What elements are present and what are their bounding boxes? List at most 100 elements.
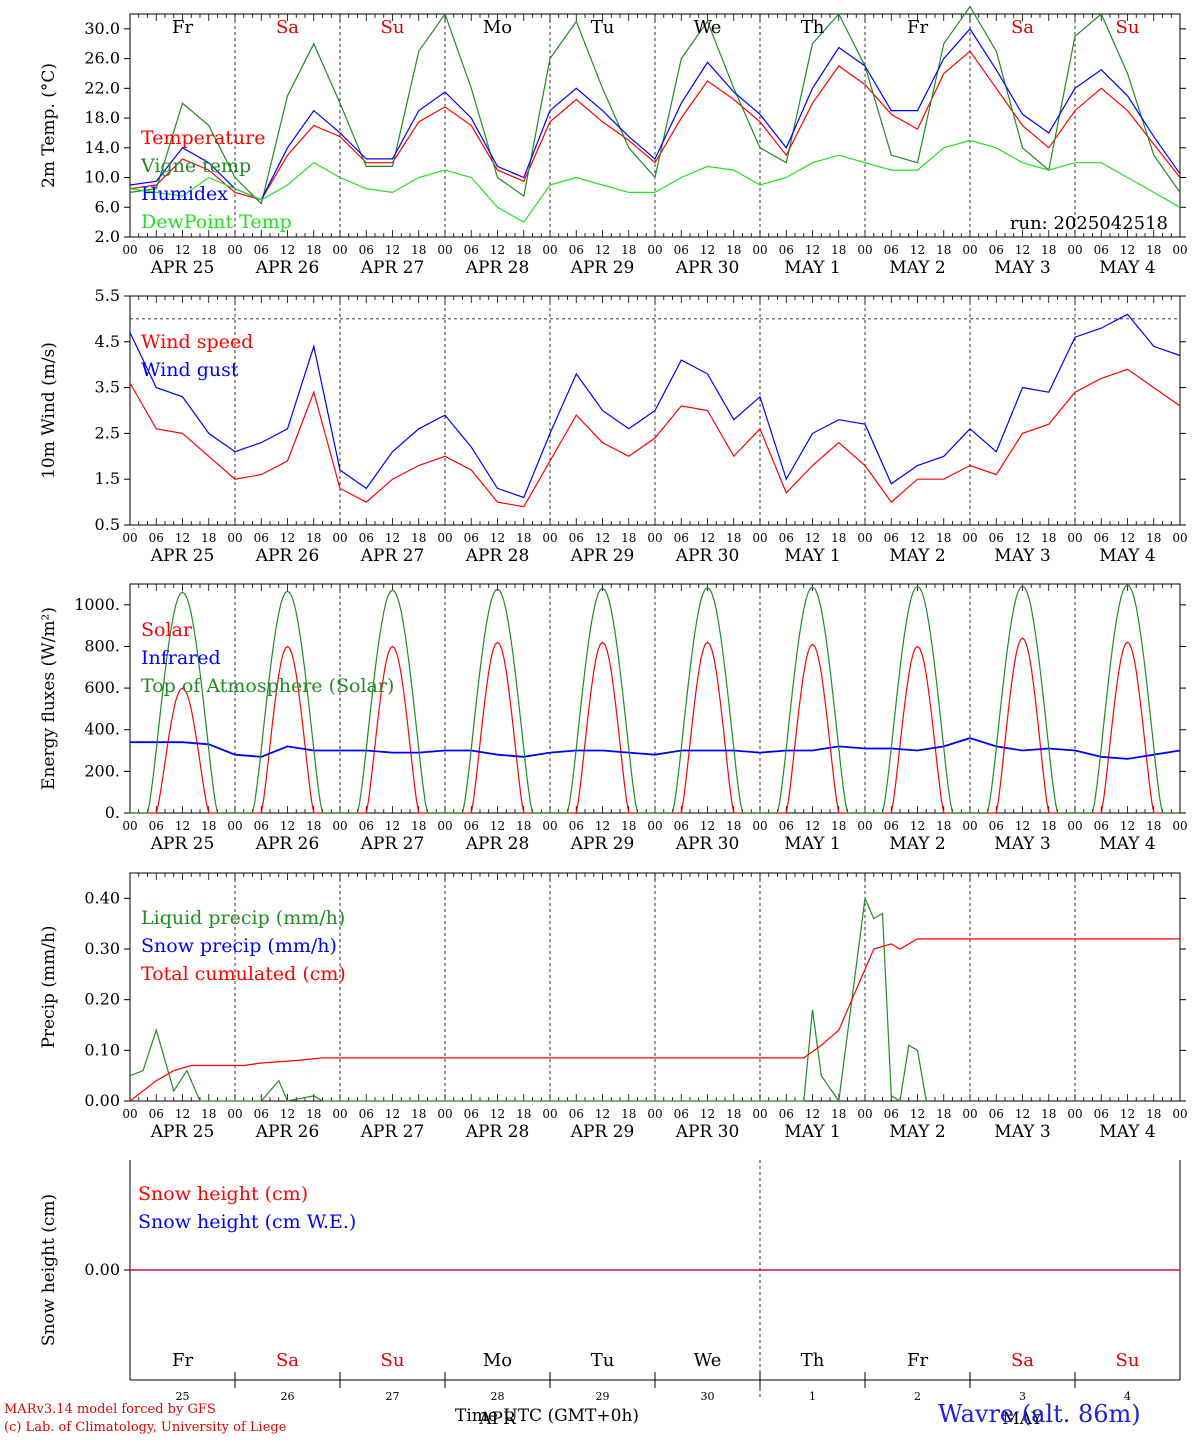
date-label: APR 30 [675, 546, 740, 566]
y-tick-label: 2.5 [95, 423, 120, 442]
date-label: APR 26 [255, 258, 320, 278]
hour-tick-label: 06 [1094, 819, 1109, 833]
date-label: APR 28 [465, 258, 530, 278]
hour-tick-label: 12 [385, 1107, 400, 1121]
date-label: MAY 1 [784, 1122, 840, 1142]
series-wind-speed [129, 368, 1181, 508]
hour-tick-label: 12 [700, 819, 715, 833]
hour-tick-label: 12 [490, 1107, 505, 1121]
hour-tick-label: 00 [437, 1107, 452, 1121]
hour-tick-label: 06 [464, 531, 479, 545]
hour-tick-label: 00 [437, 819, 452, 833]
weekday-label: We [694, 17, 722, 38]
legend-entry: Vigne temp [140, 155, 251, 177]
hour-tick-label: 06 [359, 1107, 374, 1121]
date-label: MAY 4 [1099, 546, 1155, 566]
footer-model-credit: MARv3.14 model forced by GFS [4, 1402, 216, 1417]
hour-tick-label: 00 [752, 531, 767, 545]
hour-tick-label: 06 [989, 1107, 1004, 1121]
hour-tick-label: 00 [437, 243, 452, 257]
x-axis-label: Time UTC (GMT+0h) [455, 1406, 640, 1426]
hour-tick-label: 12 [490, 243, 505, 257]
hour-tick-label: 12 [1120, 819, 1135, 833]
hour-tick-label: 18 [1146, 531, 1161, 545]
y-tick-label: 0.30 [84, 939, 120, 958]
y-axis-label: 2m Temp. (°C) [39, 63, 59, 188]
hour-tick-label: 18 [1041, 243, 1056, 257]
hour-tick-label: 12 [700, 1107, 715, 1121]
date-label: APR 30 [675, 258, 740, 278]
hour-tick-label: 12 [280, 1107, 295, 1121]
hour-tick-label: 18 [201, 243, 216, 257]
hour-tick-label: 12 [175, 531, 190, 545]
legend-entry: Snow height (cm W.E.) [138, 1211, 356, 1233]
hour-tick-label: 18 [411, 243, 426, 257]
date-label: MAY 3 [994, 1122, 1050, 1142]
hour-tick-label: 06 [149, 1107, 164, 1121]
hour-tick-label: 12 [1120, 531, 1135, 545]
hour-tick-label: 06 [254, 1107, 269, 1121]
hour-tick-label: 00 [332, 531, 347, 545]
date-label: APR 29 [570, 258, 635, 278]
date-label: APR 25 [150, 546, 215, 566]
date-label: APR 28 [465, 546, 530, 566]
hour-tick-label: 06 [254, 531, 269, 545]
hour-tick-label: 18 [726, 243, 741, 257]
y-tick-label: 14.0 [84, 138, 120, 157]
hour-tick-label: 18 [621, 819, 636, 833]
y-tick-label: 0.5 [95, 515, 120, 534]
hour-tick-label: 18 [516, 531, 531, 545]
date-label: APR 25 [150, 258, 215, 278]
day-number-label: 4 [1124, 1390, 1131, 1403]
hour-tick-label: 00 [332, 1107, 347, 1121]
date-label: MAY 3 [994, 258, 1050, 278]
hour-tick-label: 12 [385, 531, 400, 545]
hour-tick-label: 00 [122, 1107, 137, 1121]
hour-tick-label: 06 [674, 531, 689, 545]
hour-tick-label: 00 [752, 819, 767, 833]
weekday-label: Fr [907, 1350, 928, 1371]
legend-entry: Humidex [141, 183, 228, 205]
date-label: APR 29 [570, 546, 635, 566]
weekday-label: We [694, 1350, 722, 1371]
hour-tick-label: 00 [227, 1107, 242, 1121]
y-axis-label: Energy fluxes (W/m²) [39, 607, 59, 790]
date-label: APR 26 [255, 1122, 320, 1142]
hour-tick-label: 00 [542, 531, 557, 545]
hour-tick-label: 06 [884, 531, 899, 545]
hour-tick-label: 06 [569, 1107, 584, 1121]
hour-tick-label: 06 [674, 819, 689, 833]
weekday-label: Sa [1011, 1350, 1034, 1371]
run-annotation: run: 2025042518 [1010, 213, 1168, 234]
series-wind-gust [129, 313, 1181, 499]
hour-tick-label: 00 [962, 531, 977, 545]
hour-tick-label: 00 [1172, 1107, 1187, 1121]
weekday-label: Fr [907, 17, 928, 38]
legend-entry: Infrared [141, 647, 221, 669]
hour-tick-label: 06 [779, 819, 794, 833]
hour-tick-label: 12 [595, 1107, 610, 1121]
hour-tick-label: 00 [122, 819, 137, 833]
y-tick-label: 10.0 [84, 168, 120, 187]
hour-tick-label: 00 [647, 819, 662, 833]
day-number-label: 3 [1019, 1390, 1026, 1403]
panel-precip: 00 06 12 18 00 06 12 18 00 06 12 18 00 06 12 18 00 06 12 18… [39, 872, 1188, 1142]
series-dewpoint-temp [129, 139, 1181, 223]
y-tick-label: 22.0 [84, 78, 120, 97]
hour-tick-label: 00 [227, 531, 242, 545]
hour-tick-label: 12 [1015, 1107, 1030, 1121]
hour-tick-label: 00 [332, 819, 347, 833]
date-label: MAY 4 [1099, 1122, 1155, 1142]
hour-tick-label: 18 [516, 819, 531, 833]
y-tick-label: 1.5 [95, 469, 120, 488]
hour-tick-label: 00 [1067, 531, 1082, 545]
weekday-label: Tu [591, 17, 615, 38]
hour-tick-label: 06 [674, 1107, 689, 1121]
date-label: MAY 2 [889, 258, 945, 278]
weekday-label: Fr [172, 17, 193, 38]
legend-entry: Total cumulated (cm) [141, 963, 346, 985]
weekday-label: Th [801, 17, 825, 38]
hour-tick-label: 12 [910, 819, 925, 833]
hour-tick-label: 12 [1015, 531, 1030, 545]
hour-tick-label: 12 [280, 243, 295, 257]
